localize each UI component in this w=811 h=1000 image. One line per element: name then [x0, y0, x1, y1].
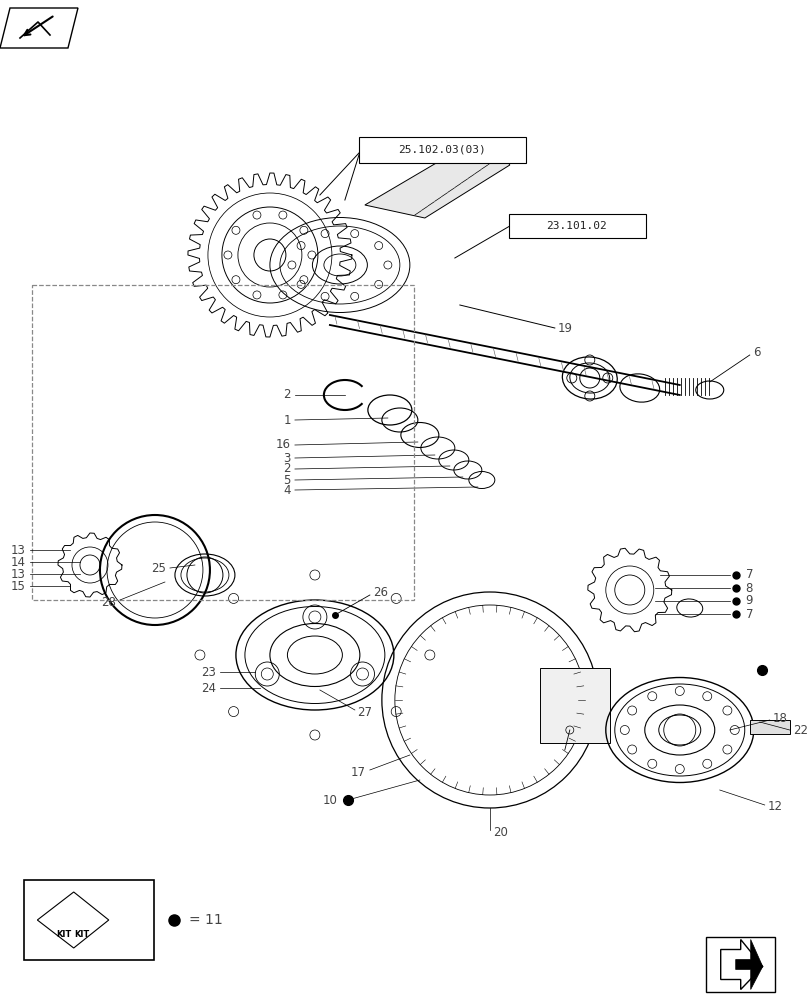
Text: 20: 20: [492, 826, 507, 840]
Text: 4: 4: [283, 484, 290, 496]
Text: 7: 7: [744, 607, 753, 620]
Text: 10: 10: [323, 794, 337, 806]
Bar: [32, 285, 414, 600]
Text: 1: 1: [283, 414, 290, 426]
Text: 22: 22: [792, 724, 807, 736]
Polygon shape: [720, 940, 762, 990]
Text: 2: 2: [283, 388, 290, 401]
FancyBboxPatch shape: [508, 214, 645, 238]
Text: KIT: KIT: [74, 930, 89, 939]
Text: 12: 12: [766, 800, 782, 814]
FancyBboxPatch shape: [358, 137, 526, 163]
Text: 5: 5: [283, 474, 290, 487]
Text: 27: 27: [357, 706, 371, 718]
Polygon shape: [735, 940, 762, 990]
Text: 28: 28: [101, 595, 116, 608]
Polygon shape: [364, 150, 509, 218]
Text: 17: 17: [350, 766, 366, 778]
Text: 16: 16: [276, 438, 290, 452]
Text: 18: 18: [772, 712, 787, 724]
Text: = 11: = 11: [189, 913, 223, 927]
Text: 25.102.03(03): 25.102.03(03): [397, 145, 485, 155]
Bar: [706, 937, 775, 992]
Text: 3: 3: [283, 452, 290, 464]
Text: KIT: KIT: [56, 930, 71, 939]
Text: 6: 6: [752, 347, 759, 360]
Text: 23.101.02: 23.101.02: [546, 221, 607, 231]
Bar: [749, 720, 789, 734]
Text: 2: 2: [283, 462, 290, 476]
Bar: [24, 880, 154, 960]
Text: 24: 24: [200, 682, 216, 694]
Text: 26: 26: [372, 586, 388, 599]
Bar: [539, 668, 609, 743]
Text: 13: 13: [11, 544, 26, 556]
Text: 23: 23: [201, 666, 216, 678]
Text: 19: 19: [557, 322, 572, 334]
Text: 7: 7: [744, 568, 753, 582]
Text: 8: 8: [744, 582, 752, 594]
Text: 25: 25: [151, 562, 165, 574]
Text: 14: 14: [11, 556, 26, 568]
Text: 13: 13: [11, 568, 26, 580]
Text: 15: 15: [11, 580, 26, 592]
Text: 9: 9: [744, 594, 753, 607]
